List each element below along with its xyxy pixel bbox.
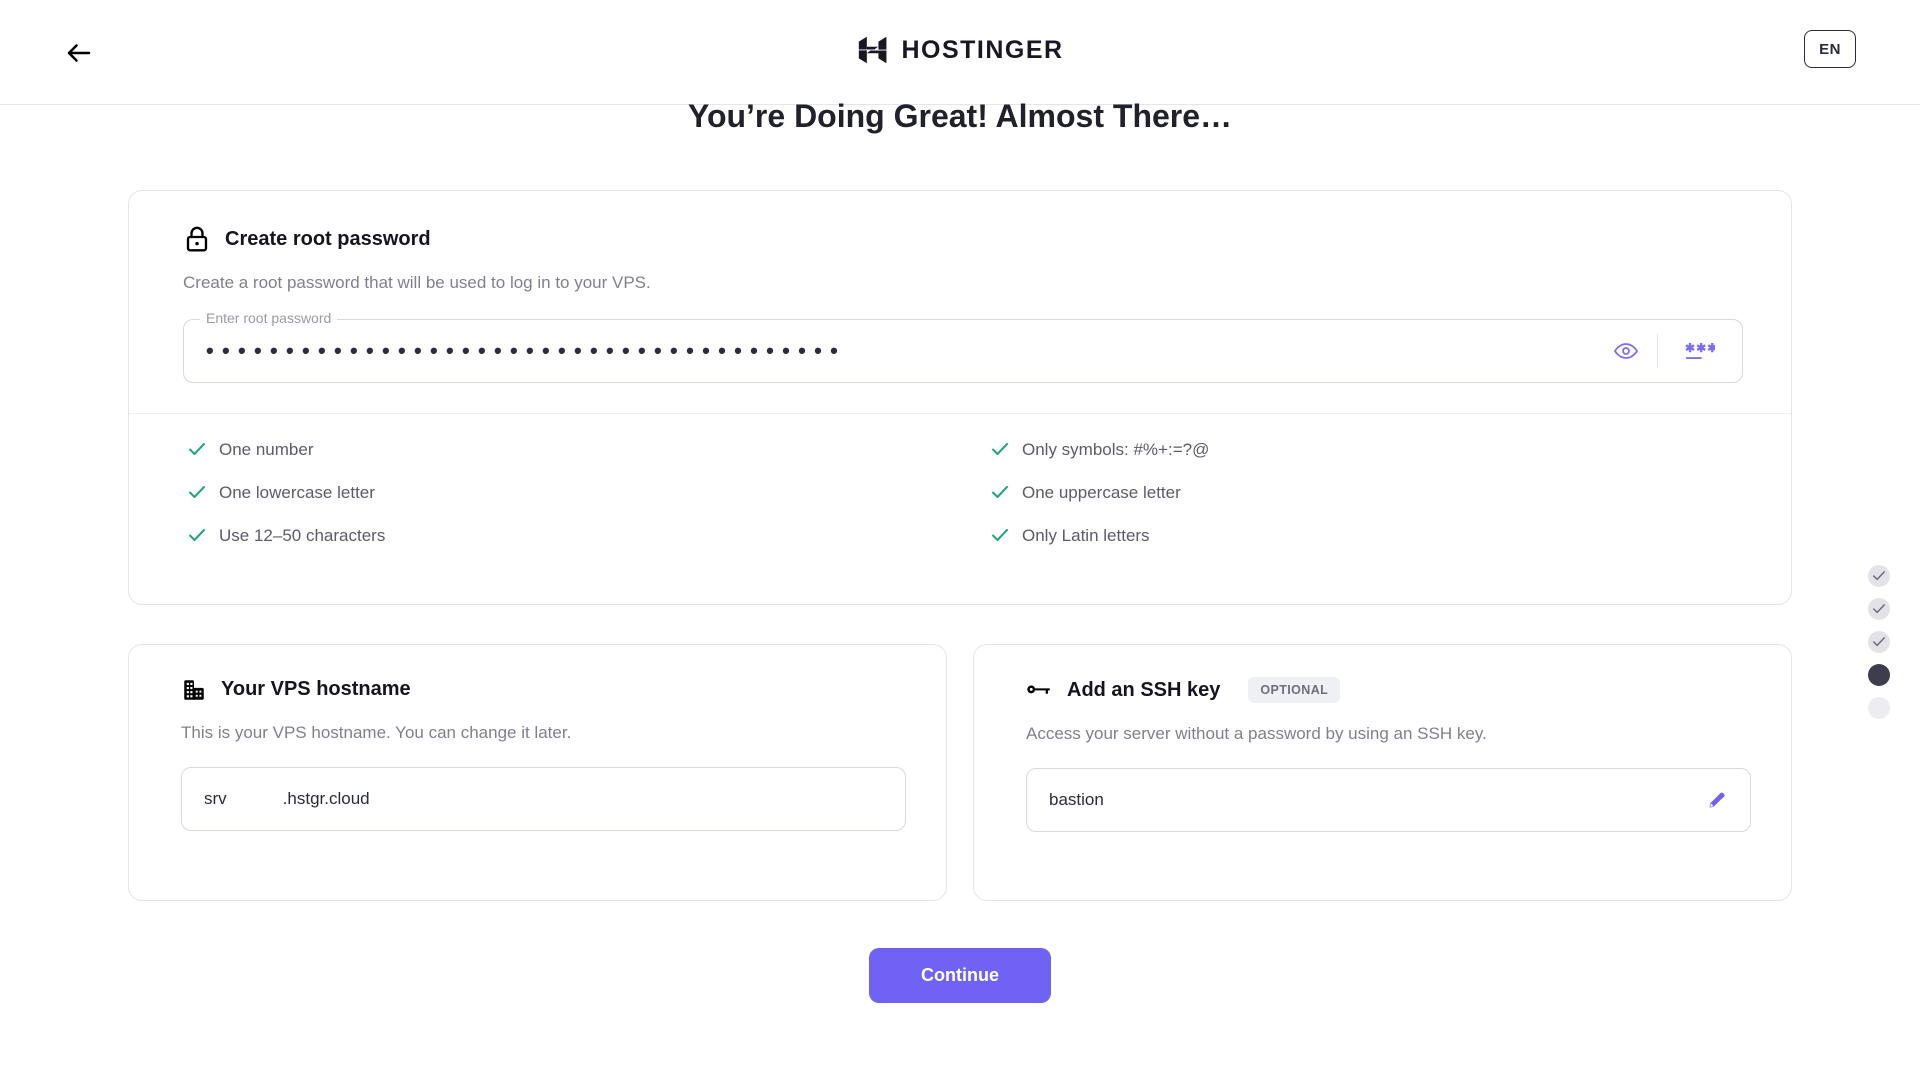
svg-text:✱✱✱: ✱✱✱	[1685, 341, 1715, 355]
